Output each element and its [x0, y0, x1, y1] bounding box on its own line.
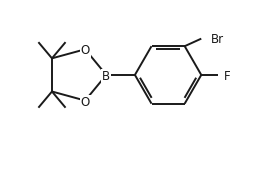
Text: B: B	[102, 70, 110, 83]
Text: Br: Br	[211, 33, 224, 46]
Text: O: O	[81, 44, 90, 57]
Text: F: F	[224, 70, 231, 83]
Text: O: O	[81, 96, 90, 109]
